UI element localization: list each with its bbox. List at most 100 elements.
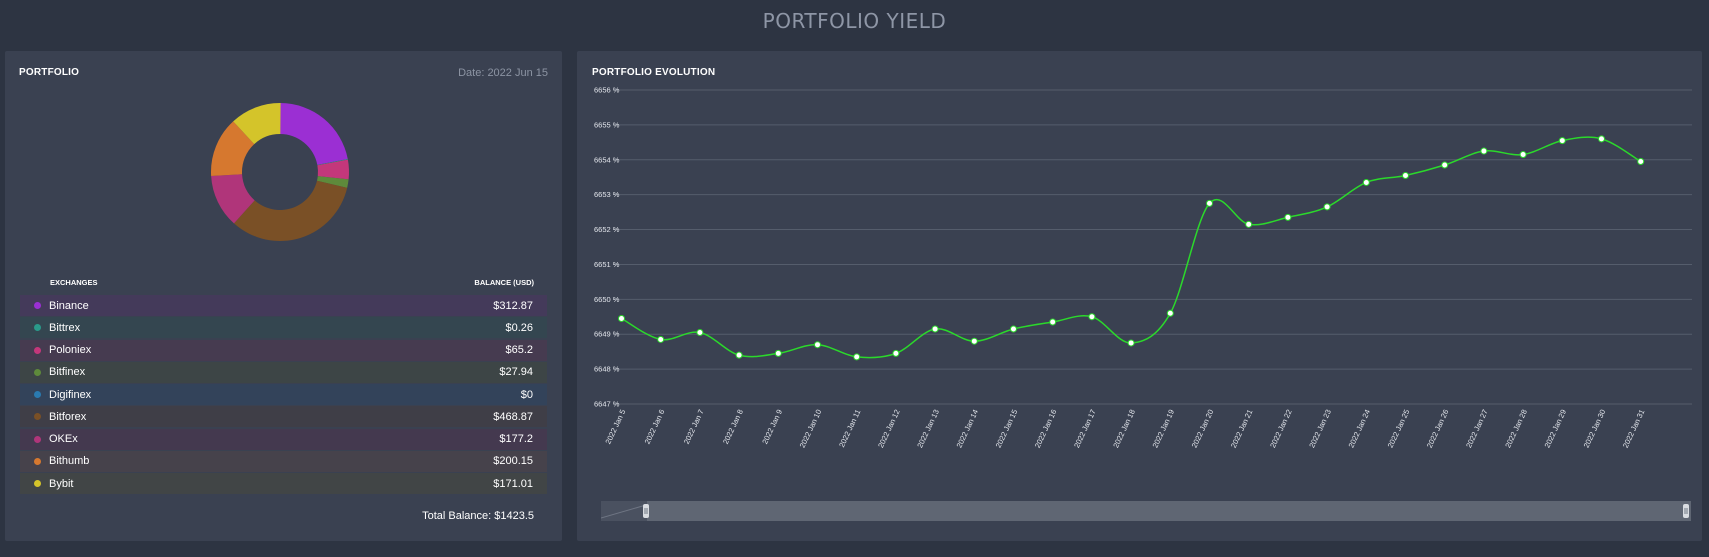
exchange-name: Bitforex <box>49 410 87 423</box>
exchange-name: OKEx <box>49 433 78 445</box>
exchange-row-binance: Binance $312.87 <box>20 295 547 316</box>
exchange-row-bithumb: Bithumb $200.15 <box>20 450 547 472</box>
exchange-balance: $65.2 <box>505 344 533 356</box>
page-title: PORTFOLIO YIELD <box>762 9 947 33</box>
exchange-name: Bittrex <box>49 321 81 334</box>
data-point[interactable] <box>1284 213 1292 221</box>
x-tick-label: 2022 Jan 11 <box>837 408 862 449</box>
x-tick-label: 2022 Jan 8 <box>721 408 745 445</box>
legend-dot-icon <box>34 391 41 398</box>
y-tick-label: 6651 % <box>594 260 620 269</box>
x-tick-label: 2022 Jan 28 <box>1503 408 1529 449</box>
data-point[interactable] <box>1441 161 1449 169</box>
legend-dot-icon <box>34 324 41 332</box>
legend-dot-icon <box>34 413 41 421</box>
exchange-name: Poloniex <box>49 344 92 356</box>
exchange-row-bittrex: Bittrex $0.26 <box>20 317 547 339</box>
x-tick-label: 2022 Jan 13 <box>915 408 941 449</box>
donut-slice-bitfinex[interactable] <box>316 176 349 188</box>
y-tick-label: 6647 % <box>594 400 620 409</box>
y-tick-label: 6656 % <box>594 86 620 95</box>
data-point[interactable] <box>1206 199 1213 207</box>
exchange-row-bitfinex: Bitfinex $27.94 <box>20 361 547 383</box>
donut-slice-okex[interactable] <box>211 174 255 224</box>
x-tick-label: 2022 Jan 12 <box>876 408 902 449</box>
yield-series-line <box>621 136 1642 359</box>
x-tick-label: 2022 Jan 23 <box>1307 408 1333 449</box>
x-tick-label: 2022 Jan 25 <box>1386 408 1412 449</box>
exchange-name: Bybit <box>49 477 74 490</box>
data-point[interactable] <box>1558 137 1566 145</box>
data-point[interactable] <box>1049 318 1057 326</box>
data-point[interactable] <box>814 341 821 349</box>
y-tick-label: 6654 % <box>594 155 620 164</box>
legend-dot-icon <box>34 435 41 443</box>
evolution-heading: PORTFOLIO EVOLUTION <box>592 67 716 78</box>
exchange-balance: $177.2 <box>499 433 533 445</box>
donut-slice-bittrex[interactable] <box>317 158 348 166</box>
exchange-row-okex: OKEx $177.2 <box>20 428 547 450</box>
x-tick-label: 2022 Jan 10 <box>798 408 824 449</box>
data-point[interactable] <box>1010 325 1017 333</box>
data-point[interactable] <box>1245 220 1253 228</box>
data-point[interactable] <box>931 325 939 333</box>
legend-dot-icon <box>34 457 41 465</box>
legend-dot-icon <box>34 368 41 376</box>
x-tick-label: 2022 Jan 7 <box>682 408 706 445</box>
portfolio-evolution-panel: PORTFOLIO EVOLUTION 6656 % 6655 % 6654 % 66… <box>577 51 1702 541</box>
data-point[interactable] <box>1637 158 1645 166</box>
x-tick-label: 2022 Jan 26 <box>1425 408 1451 449</box>
exchange-balance: $27.94 <box>499 366 533 379</box>
portfolio-heading: PORTFOLIO <box>19 67 80 78</box>
legend-dot-icon <box>34 346 41 354</box>
total-balance: Total Balance: $1423.5 <box>422 510 534 522</box>
data-point[interactable] <box>774 349 782 357</box>
exchange-balance: $171.01 <box>493 477 533 490</box>
portfolio-date: Date: 2022 Jun 15 <box>458 67 548 79</box>
scrollbar-selection[interactable] <box>647 501 1691 521</box>
exchange-name: Bithumb <box>49 455 90 468</box>
donut-slice-bithumb[interactable] <box>211 121 255 177</box>
exchange-balance: $200.15 <box>493 455 533 468</box>
exchange-balance: $468.87 <box>493 410 533 423</box>
data-point[interactable] <box>735 351 743 359</box>
data-point[interactable] <box>1402 171 1409 179</box>
data-point[interactable] <box>970 337 978 345</box>
data-point[interactable] <box>1362 178 1370 186</box>
balance-column-header: BALANCE (USD) <box>474 278 534 287</box>
x-tick-label: 2022 Jan 31 <box>1621 408 1647 449</box>
donut-slice-poloniex[interactable] <box>317 159 349 180</box>
portfolio-donut-chart <box>211 103 349 241</box>
y-tick-label: 6649 % <box>594 330 620 339</box>
data-point[interactable] <box>892 349 900 357</box>
data-point[interactable] <box>853 353 861 361</box>
scrollbar-left-handle[interactable] <box>643 504 649 518</box>
data-point[interactable] <box>1166 309 1174 317</box>
exchange-row-digifinex: Digifinex $0 <box>20 384 547 405</box>
exchanges-column-header: EXCHANGES <box>50 278 98 287</box>
x-tick-label: 2022 Jan 19 <box>1151 408 1177 449</box>
legend-dot-icon <box>34 302 41 309</box>
portfolio-panel: PORTFOLIO Date: 2022 Jun 15 EXCHANGES BA… <box>5 51 562 541</box>
donut-slice-bitforex[interactable] <box>233 180 348 241</box>
x-tick-label: 2022 Jan 24 <box>1347 408 1373 449</box>
data-point[interactable] <box>1127 339 1135 347</box>
data-point[interactable] <box>1598 135 1605 143</box>
data-point[interactable] <box>1088 313 1096 321</box>
exchange-name: Binance <box>49 299 89 312</box>
chart-range-scrollbar[interactable] <box>601 500 1691 522</box>
donut-slice-bybit[interactable] <box>233 103 281 145</box>
x-tick-label: 2022 Jan 6 <box>643 408 667 445</box>
data-point[interactable] <box>696 328 704 336</box>
data-point[interactable] <box>1323 203 1331 211</box>
data-point[interactable] <box>1480 147 1488 155</box>
x-tick-label: 2022 Jan 30 <box>1582 408 1608 449</box>
scrollbar-preview-line <box>601 504 647 519</box>
scrollbar-right-handle[interactable] <box>1683 504 1689 518</box>
data-point[interactable] <box>657 335 665 343</box>
x-tick-label: 2022 Jan 27 <box>1464 408 1490 449</box>
exchange-balance: $312.87 <box>493 299 533 312</box>
data-point[interactable] <box>1519 151 1527 159</box>
donut-slice-binance[interactable] <box>280 103 348 165</box>
data-point[interactable] <box>618 315 625 323</box>
